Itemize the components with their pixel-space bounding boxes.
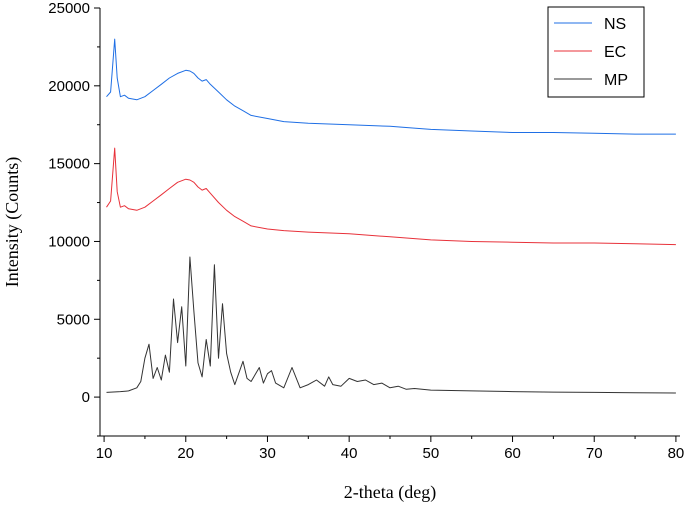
series-line-mp <box>106 256 676 394</box>
series-line-ec <box>106 147 676 246</box>
y-tick-label: 15000 <box>48 156 90 173</box>
x-tick-label: 20 <box>177 445 194 462</box>
x-tick-label: 80 <box>668 445 685 462</box>
y-tick-label: 10000 <box>48 233 90 250</box>
legend-box <box>547 6 645 98</box>
x-tick-label: 10 <box>96 445 113 462</box>
x-axis-title: 2-theta (deg) <box>344 482 436 503</box>
legend-label-mp: MP <box>604 72 628 89</box>
legend-label-ns: NS <box>604 16 626 33</box>
plot-area <box>106 38 676 394</box>
y-tick-label: 0 <box>82 389 90 406</box>
x-tick-label: 60 <box>504 445 521 462</box>
x-tick-label: 50 <box>423 445 440 462</box>
ticks: 10 20 30 40 50 60 70 80 0 5000 10000 15000 20000 2500… <box>48 0 684 462</box>
y-tick-label: 25000 <box>48 0 90 17</box>
legend: NS EC MP <box>547 6 645 98</box>
series-line-ns <box>106 38 676 135</box>
y-tick-label: 5000 <box>57 311 90 328</box>
y-axis-title: Intensity (Counts) <box>2 157 23 288</box>
x-tick-label: 40 <box>341 445 358 462</box>
y-tick-label: 20000 <box>48 78 90 95</box>
x-tick-label: 30 <box>259 445 276 462</box>
legend-label-ec: EC <box>604 44 626 61</box>
x-tick-label: 70 <box>586 445 603 462</box>
